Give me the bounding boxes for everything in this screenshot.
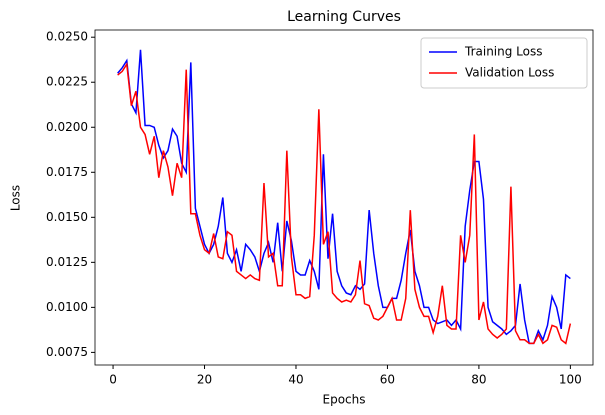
- y-tick-label: 0.0200: [46, 120, 88, 134]
- legend-label: Training Loss: [464, 45, 542, 59]
- y-tick-label: 0.0100: [46, 300, 88, 314]
- series-line: [117, 49, 571, 345]
- x-tick-label: 60: [380, 373, 395, 387]
- y-tick-label: 0.0250: [46, 30, 88, 44]
- y-tick-label: 0.0175: [46, 165, 88, 179]
- y-tick-label: 0.0225: [46, 75, 88, 89]
- y-axis-label: Loss: [9, 185, 23, 211]
- x-tick-label: 80: [471, 373, 486, 387]
- y-tick-label: 0.0125: [46, 255, 88, 269]
- series-line: [117, 62, 572, 345]
- legend-label: Validation Loss: [465, 66, 554, 80]
- legend-box: [420, 37, 588, 89]
- x-tick-label: 0: [109, 373, 117, 387]
- y-tick-label: 0.0150: [46, 210, 88, 224]
- x-tick-label: 40: [288, 373, 303, 387]
- chart-title: Learning Curves: [287, 9, 401, 25]
- x-tick-label: 100: [559, 373, 582, 387]
- y-tick-label: 0.0075: [46, 345, 88, 359]
- x-axis-label: Epochs: [323, 393, 366, 407]
- x-tick-label: 20: [197, 373, 212, 387]
- plot-frame: [94, 29, 594, 366]
